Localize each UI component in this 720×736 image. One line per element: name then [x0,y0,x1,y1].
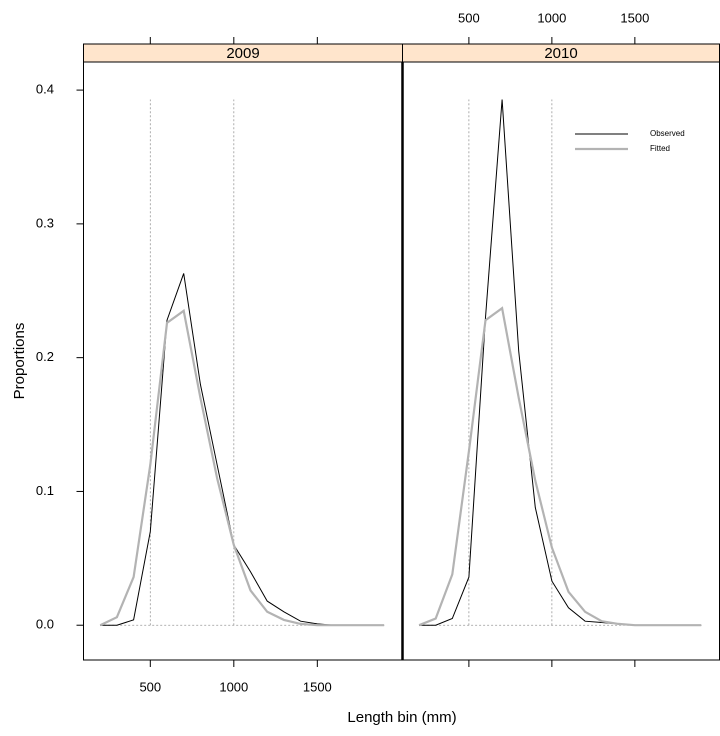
x-tick-label: 500 [458,10,480,25]
legend-label: Fitted [650,144,670,153]
strip-title: 2010 [544,45,577,62]
x-tick-label: 1000 [537,10,566,25]
series-line [100,273,385,626]
x-tick-label: 1000 [219,679,248,694]
y-tick-label: 0.4 [36,82,54,97]
y-tick-label: 0.3 [36,215,54,230]
y-tick-label: 0.2 [36,349,54,364]
y-tick-label: 0.0 [36,617,54,632]
series-line [419,99,702,626]
strip-title: 2009 [226,45,259,62]
series-line [418,306,702,627]
legend-label: Observed [650,129,685,138]
series-line [99,308,385,627]
y-tick-label: 0.1 [36,483,54,498]
x-axis-label: Length bin (mm) [347,709,456,726]
x-tick-label: 1500 [620,10,649,25]
x-tick-label: 1500 [303,679,332,694]
y-axis-label: Proportions [11,323,28,400]
x-tick-label: 500 [139,679,161,694]
